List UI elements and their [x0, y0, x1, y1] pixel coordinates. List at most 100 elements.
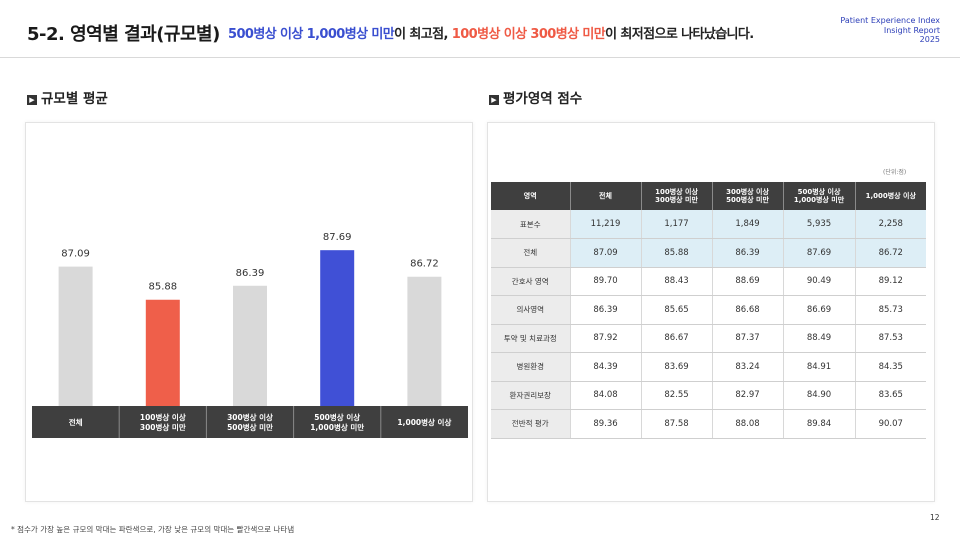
- category-label: 300병상 이상 500병상 미만: [227, 412, 273, 432]
- table-cell: 88.69: [712, 267, 784, 296]
- table-cell: 87.37: [712, 324, 784, 353]
- table-cell: 85.65: [641, 295, 713, 325]
- table-cell: 82.97: [712, 381, 784, 410]
- table-cell: 82.55: [641, 381, 713, 410]
- data-label: 86.39: [236, 268, 265, 279]
- left-section-label: 규모별 평균: [41, 91, 108, 107]
- brand-line: Insight Report: [883, 25, 940, 35]
- table-row: 투약 및 치료과정 87.92 86.67 87.37 88.49 87.53: [491, 324, 926, 353]
- table-cell: 86.67: [641, 324, 713, 353]
- table-cell: 88.43: [641, 267, 713, 296]
- subtitle-segment: 이 최저점으로 나타났습니다.: [605, 27, 754, 42]
- table-cell: 89.70: [570, 267, 642, 296]
- table-cell: 85.73: [855, 295, 926, 325]
- table-cell: 87.69: [783, 238, 856, 268]
- subtitle-segment: 100병상 이상 300병상 미만: [451, 27, 606, 42]
- table-cell: 90.07: [855, 409, 926, 439]
- table-header-cell: 300병상 이상 500병상 미만: [712, 182, 784, 210]
- row-label: 전체: [491, 238, 571, 268]
- category-band: [32, 406, 468, 438]
- bar: [145, 299, 180, 406]
- brand-text: Patient Experience Index Insight Report 20…: [840, 16, 940, 45]
- section-marker-icon: ▶: [27, 95, 37, 105]
- table-row: 간호사 영역 89.70 88.43 88.69 90.49 89.12: [491, 267, 926, 296]
- table-cell: 83.65: [855, 381, 926, 410]
- table-cell: 5,935: [783, 210, 856, 239]
- table-cell: 89.36: [570, 409, 642, 439]
- data-label: 85.88: [148, 282, 177, 293]
- score-table: 영역 전체 100병상 이상 300병상 미만 300병상 이상 500병상 미만 500병…: [491, 182, 926, 439]
- bar: [407, 276, 442, 406]
- header: 5-2. 영역별 결과(규모별) 500병상 이상 1,000병상 미만이 최고…: [0, 0, 960, 58]
- table-cell: 85.88: [641, 238, 713, 268]
- table-header-cell: 1,000병상 이상: [855, 182, 926, 210]
- category-label: 100병상 이상 300병상 미만: [140, 412, 186, 432]
- page-number: 12: [930, 513, 940, 522]
- page-title: 5-2. 영역별 결과(규모별): [27, 24, 220, 45]
- row-label: 의사영역: [491, 295, 571, 325]
- table-cell: 84.90: [783, 381, 856, 410]
- left-section-title: ▶ 규모별 평균: [27, 87, 108, 107]
- row-label: 간호사 영역: [491, 267, 571, 296]
- bar: [58, 266, 93, 406]
- table-cell: 11,219: [570, 210, 642, 239]
- unit-label: (단위:점): [883, 169, 907, 176]
- table-cell: 83.69: [641, 352, 713, 382]
- category-label: 1,000병상 이상: [397, 417, 451, 427]
- table-cell: 90.49: [783, 267, 856, 296]
- subtitle-segment: 이 최고점,: [394, 27, 452, 42]
- section-marker-icon: ▶: [489, 95, 499, 105]
- table-header-row: 영역 전체 100병상 이상 300병상 미만 300병상 이상 500병상 미만 500병…: [491, 182, 926, 210]
- category-label: 500병상 이상 1,000병상 미만: [310, 412, 364, 432]
- table-cell: 87.09: [570, 238, 642, 268]
- footnote: * 점수가 가장 높은 규모의 막대는 파란색으로, 가장 낮은 규모의 막대는…: [11, 525, 295, 534]
- table-cell: 1,177: [641, 210, 713, 239]
- table-cell: 2,258: [855, 210, 926, 239]
- table-cell: 87.53: [855, 324, 926, 353]
- table-cell: 87.92: [570, 324, 642, 353]
- row-label: 병원환경: [491, 352, 571, 382]
- brand-line: Patient Experience Index: [840, 16, 940, 25]
- bar-chart: 87.09 전체 85.88 100병상 이상 300병상 미만 86.39 300병상 이…: [32, 232, 468, 438]
- bar: [320, 250, 355, 406]
- table-cell: 84.91: [783, 352, 856, 382]
- row-label: 전반적 평가: [491, 409, 571, 439]
- table-row: 전체 87.09 85.88 86.39 87.69 86.72: [491, 238, 926, 268]
- table-cell: 87.58: [641, 409, 713, 439]
- table-row: 의사영역 86.39 85.65 86.68 86.69 85.73: [491, 295, 926, 325]
- category-label: 전체: [69, 417, 83, 427]
- data-label: 86.72: [410, 259, 439, 270]
- table-header-cell: 500병상 이상 1,000병상 미만: [783, 182, 856, 210]
- brand-line: 2025: [919, 35, 940, 44]
- table-cell: 86.39: [570, 295, 642, 325]
- row-label: 투약 및 치료과정: [491, 324, 571, 353]
- table-row: 환자권리보장 84.08 82.55 82.97 84.90 83.65: [491, 381, 926, 410]
- row-label: 표본수: [491, 210, 571, 239]
- page-subtitle: 500병상 이상 1,000병상 미만이 최고점, 100병상 이상 300병상…: [228, 23, 754, 42]
- table-cell: 83.24: [712, 352, 784, 382]
- table-cell: 88.08: [712, 409, 784, 439]
- table-cell: 86.68: [712, 295, 784, 325]
- subtitle-segment: 500병상 이상 1,000병상 미만: [228, 27, 395, 42]
- table-row: 전반적 평가 89.36 87.58 88.08 89.84 90.07: [491, 409, 926, 439]
- table-cell: 88.49: [783, 324, 856, 353]
- table-header-cell: 전체: [570, 182, 642, 210]
- table-header-cell: 영역: [491, 182, 571, 210]
- table-row: 표본수 11,219 1,177 1,849 5,935 2,258: [491, 210, 926, 239]
- table-row: 병원환경 84.39 83.69 83.24 84.91 84.35: [491, 352, 926, 382]
- table-cell: 89.84: [783, 409, 856, 439]
- data-label: 87.09: [61, 249, 90, 260]
- table-cell: 84.39: [570, 352, 642, 382]
- table-cell: 86.72: [855, 238, 926, 268]
- bar-chart-panel: 87.09 전체 85.88 100병상 이상 300병상 미만 86.39 300병상 이…: [25, 122, 473, 502]
- table-header-cell: 100병상 이상 300병상 미만: [641, 182, 713, 210]
- bar: [233, 285, 267, 406]
- table-cell: 84.08: [570, 381, 642, 410]
- table-cell: 86.39: [712, 238, 784, 268]
- table-cell: 84.35: [855, 352, 926, 382]
- right-section-title: ▶ 평가영역 점수: [489, 87, 582, 107]
- table-cell: 1,849: [712, 210, 784, 239]
- table-cell: 86.69: [783, 295, 856, 325]
- table-cell: 89.12: [855, 267, 926, 296]
- right-section-label: 평가영역 점수: [503, 91, 583, 107]
